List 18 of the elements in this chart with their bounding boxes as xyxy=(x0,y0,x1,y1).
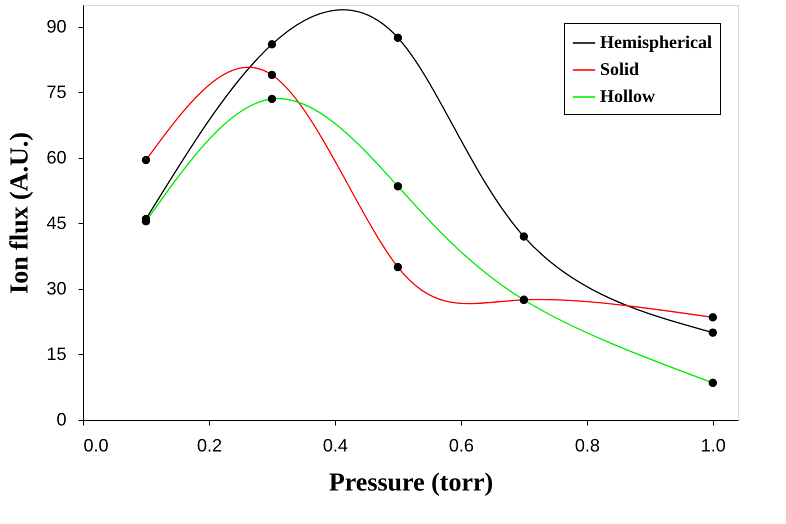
legend-label: Hemispherical xyxy=(600,32,712,52)
y-tick-label: 75 xyxy=(46,82,66,102)
y-tick-label: 15 xyxy=(46,344,66,364)
x-tick-label: 0.0 xyxy=(84,436,109,456)
x-tick-label: 1.0 xyxy=(700,436,726,456)
y-axis-title: Ion flux (A.U.) xyxy=(4,132,34,294)
y-tick-label: 45 xyxy=(46,212,66,233)
x-tick-label: 0.6 xyxy=(448,436,474,456)
x-tick-label: 0.8 xyxy=(574,436,600,456)
x-tick-label: 0.4 xyxy=(322,436,348,456)
legend-label: Hollow xyxy=(600,86,656,106)
x-axis-title: Pressure (torr) xyxy=(328,468,494,496)
y-tick-label: 30 xyxy=(46,278,66,298)
y-tick-label: 90 xyxy=(46,16,66,36)
y-tick-label: 0 xyxy=(56,410,66,430)
y-tick-label: 60 xyxy=(46,147,66,168)
x-tick-label: 0.2 xyxy=(196,436,222,456)
legend-label: Solid xyxy=(600,59,640,79)
